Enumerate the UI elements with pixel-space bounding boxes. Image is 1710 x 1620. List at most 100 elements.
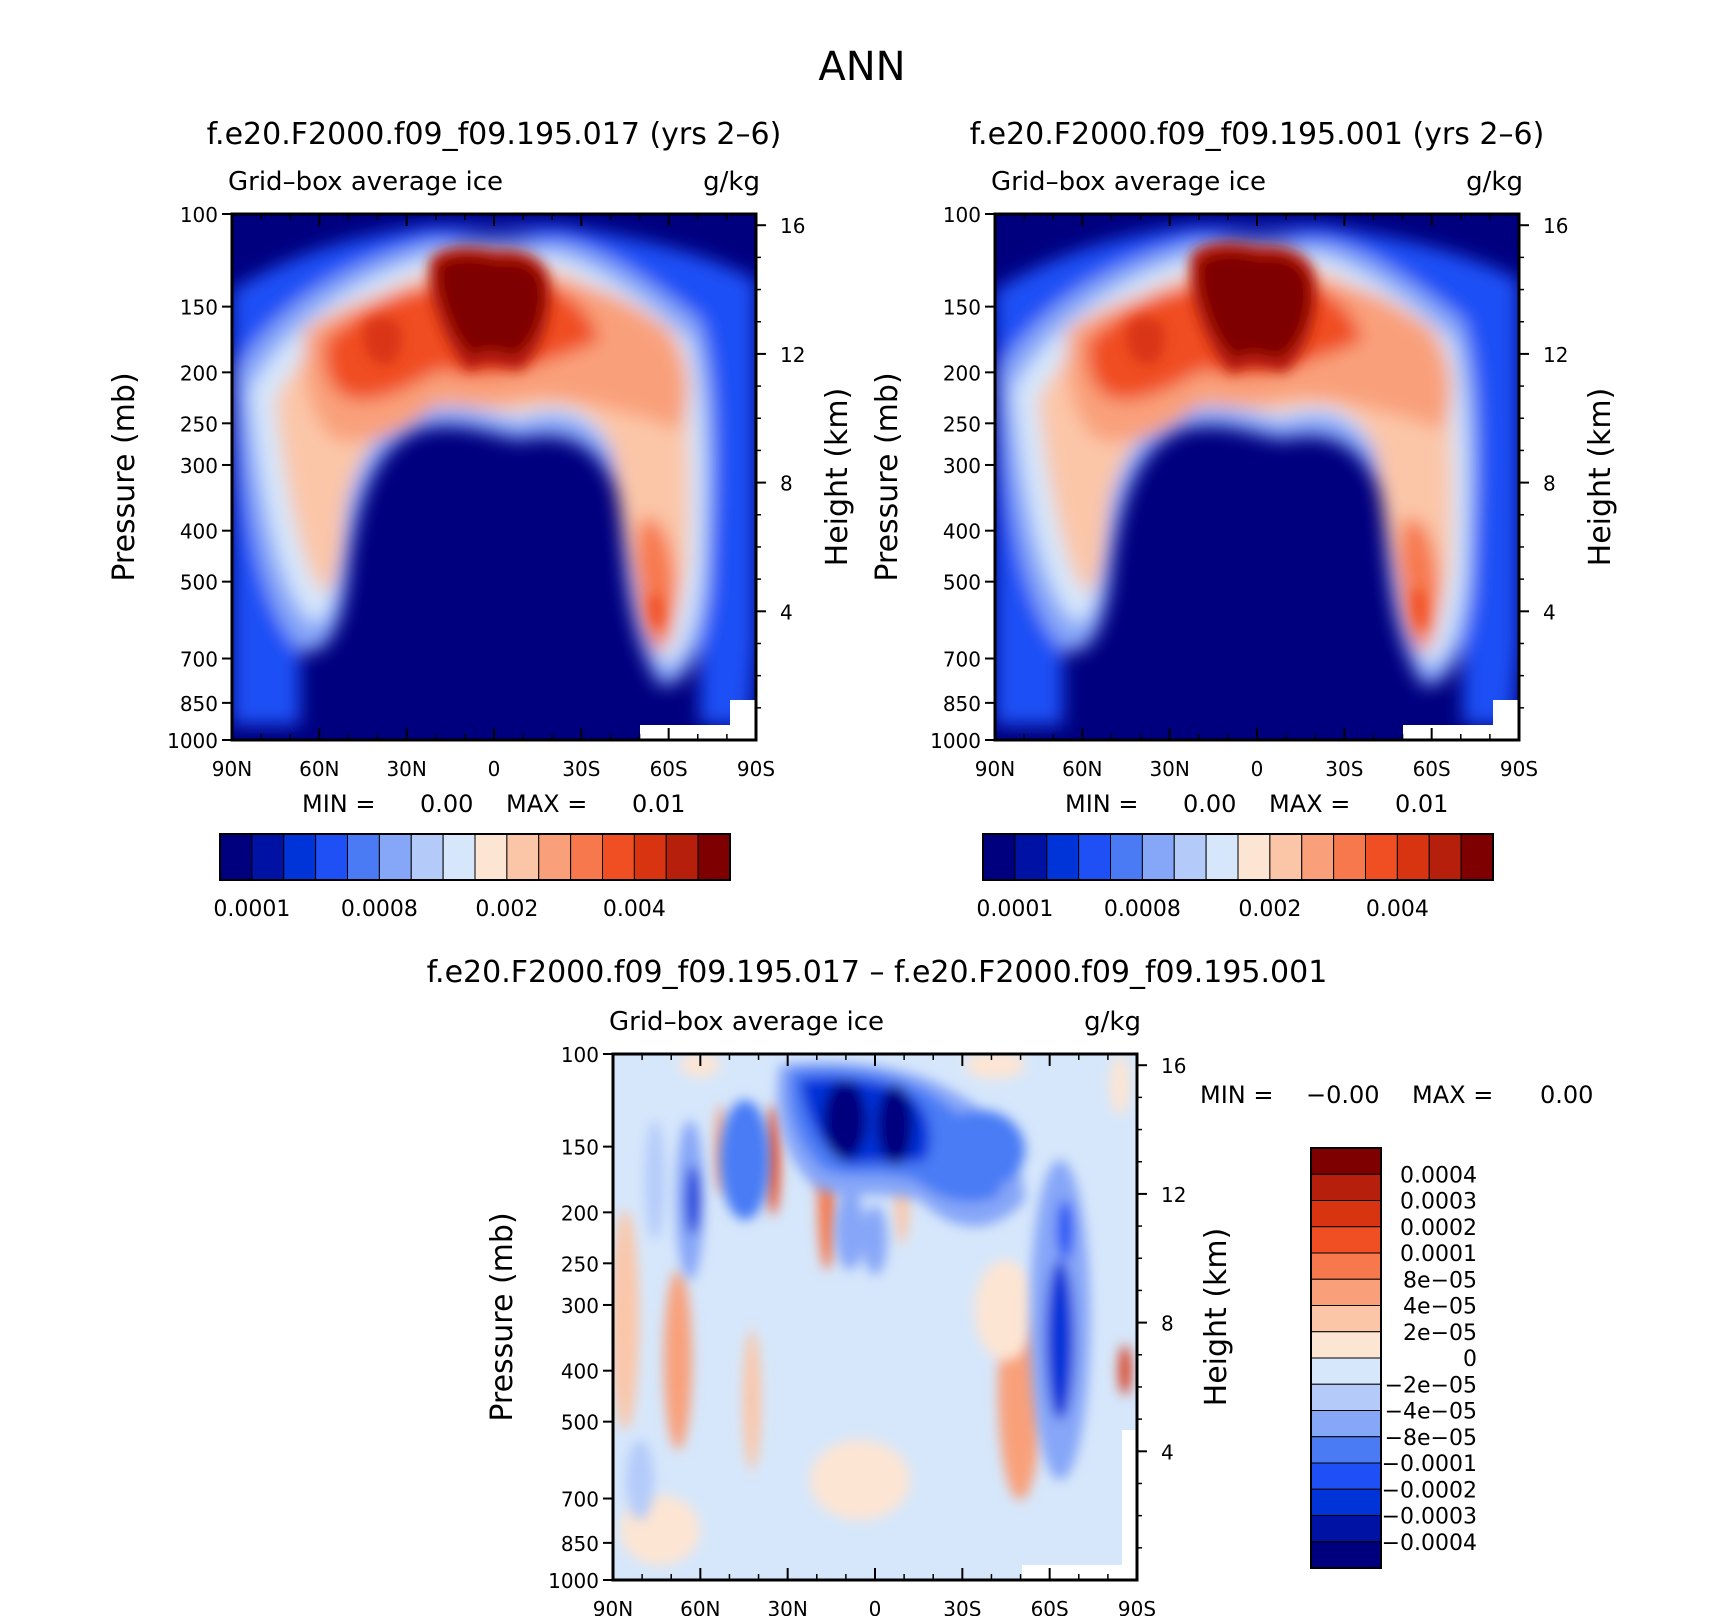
y-tick-label: 500 (180, 571, 218, 595)
y-tick-label: 100 (180, 203, 218, 227)
colorbar-label: 2e−05 (1403, 1321, 1477, 1346)
y-tick-label: 300 (180, 454, 218, 478)
y-tick-label: 250 (943, 412, 981, 436)
y-axis-left: 100 150 200 250 300 400 500 700 850 1000 (930, 203, 995, 753)
colorbar-label: 0.0003 (1400, 1190, 1477, 1215)
y-tick-label: 200 (561, 1201, 599, 1225)
y-right-tick-label: 4 (780, 600, 793, 624)
colorbar-swatch (1046, 833, 1080, 881)
colorbar-swatch (665, 833, 699, 881)
colorbar-swatch (1205, 833, 1239, 881)
level-dark-red-west (1126, 317, 1165, 365)
y-tick-label: 150 (943, 296, 981, 320)
colorbar-swatch (1365, 833, 1398, 881)
anomaly-positive (613, 1210, 639, 1430)
max-value: 0.00 (1540, 1081, 1593, 1109)
y-tick-label: 850 (561, 1532, 599, 1556)
colorbar-swatch (1014, 833, 1048, 881)
y-tick-label: 700 (180, 648, 218, 672)
level-dark-red-west (363, 317, 402, 365)
colorbar-swatch (1110, 833, 1143, 881)
y-right-tick-label: 16 (780, 214, 805, 238)
x-tick-label: 60N (1062, 757, 1102, 781)
anomaly-positive (664, 1270, 692, 1450)
colorbar-label: −2e−05 (1385, 1373, 1477, 1398)
x-tick-label: 90N (212, 757, 252, 781)
panel-variable: Grid–box average ice (228, 167, 503, 197)
colorbar-swatch (1310, 1226, 1382, 1254)
colorbar-swatch (1310, 1173, 1382, 1201)
y-right-tick-label: 12 (780, 343, 805, 367)
y-tick-label: 200 (943, 361, 981, 385)
colorbar-swatch (442, 833, 476, 881)
x-tick-label: 90S (1500, 757, 1538, 781)
colorbar-swatch (602, 833, 635, 881)
y-axis-label: Pressure (mb) (485, 1212, 520, 1421)
panel-difference: f.e20.F2000.f09_f09.195.017 – f.e20.F200… (427, 955, 1594, 1620)
colorbar-swatch (410, 833, 444, 881)
anomaly-negative (720, 1100, 770, 1220)
x-tick-label: 0 (869, 1597, 882, 1616)
anomaly-positive (965, 1054, 1025, 1079)
min-label: MIN = (302, 790, 375, 818)
x-tick-label: 60S (1413, 757, 1451, 781)
colorbar-label: 4e−05 (1403, 1295, 1477, 1320)
colorbar-swatch (1310, 1515, 1382, 1543)
anomaly-negative (626, 1440, 654, 1520)
colorbar-swatch (1078, 833, 1111, 881)
colorbar-label: −8e−05 (1385, 1426, 1477, 1451)
colorbar-swatch (538, 833, 572, 881)
colorbar-label: 0.004 (1366, 897, 1429, 922)
y-axis-right: 16 12 8 4 (1137, 1054, 1186, 1464)
y-tick-label: 1000 (930, 729, 981, 753)
panel-variable: Grid–box average ice (609, 1007, 884, 1037)
colorbar-label: 8e−05 (1403, 1268, 1477, 1293)
panel-model-017: f.e20.F2000.f09_f09.195.017 (yrs 2–6) Gr… (107, 117, 855, 922)
y-axis-left: 100 150 200 250 300 400 500 700 850 1000 (167, 203, 232, 753)
missing-data-mask (730, 700, 756, 725)
missing-data-mask (1122, 1430, 1137, 1565)
contour-field (232, 214, 756, 740)
y-right-tick-label: 12 (1543, 343, 1568, 367)
x-tick-label: 30N (386, 757, 426, 781)
max-label: MAX = (506, 790, 587, 818)
colorbar-swatch (283, 833, 317, 881)
anomaly-negative (935, 1110, 1025, 1190)
anomaly-positive (1119, 1345, 1131, 1395)
colorbar-swatch (1310, 1200, 1382, 1228)
min-label: MIN = (1065, 790, 1138, 818)
y-right-tick-label: 4 (1161, 1440, 1174, 1464)
y-axis-right: 16 12 8 4 (756, 214, 805, 624)
panel-title: f.e20.F2000.f09_f09.195.017 (yrs 2–6) (207, 117, 782, 152)
panel-units: g/kg (1084, 1007, 1141, 1037)
colorbar-label: 0.0001 (1400, 1242, 1477, 1267)
y-tick-label: 200 (180, 361, 218, 385)
y-right-tick-label: 16 (1543, 214, 1568, 238)
colorbar-swatch (1310, 1383, 1382, 1411)
x-tick-label: 60N (680, 1597, 720, 1616)
y-axis-label: Pressure (mb) (107, 372, 142, 581)
colorbar-label: −0.0003 (1382, 1505, 1477, 1530)
level-orange-south (1412, 590, 1426, 630)
colorbar-frame (982, 833, 1494, 881)
colorbar-swatch (1269, 833, 1303, 881)
y-axis-left: 100 150 200 250 300 400 500 700 850 1000 (548, 1043, 613, 1593)
anomaly-negative (823, 1080, 867, 1160)
anomaly-negative (1057, 1200, 1073, 1260)
colorbar-swatch (1396, 833, 1430, 881)
max-value: 0.01 (632, 790, 685, 818)
y-right-tick-label: 4 (1543, 600, 1556, 624)
x-tick-label: 30N (1149, 757, 1189, 781)
colorbar-label: 0.0008 (1104, 897, 1181, 922)
level-maroon-core (1199, 253, 1309, 359)
anomaly-negative (835, 1190, 865, 1270)
x-tick-label: 90N (593, 1597, 633, 1616)
colorbar: 0.0001 0.0008 0.002 0.004 (213, 833, 731, 922)
colorbar-label: 0.002 (1238, 897, 1301, 922)
colorbar-swatch (1310, 1357, 1382, 1385)
y-tick-label: 700 (561, 1488, 599, 1512)
colorbar-frame (1310, 1147, 1382, 1569)
x-axis: 90N 60N 30N 0 30S 60S 90S (212, 214, 775, 781)
page-title: ANN (818, 44, 905, 90)
colorbar-swatch (219, 833, 253, 881)
